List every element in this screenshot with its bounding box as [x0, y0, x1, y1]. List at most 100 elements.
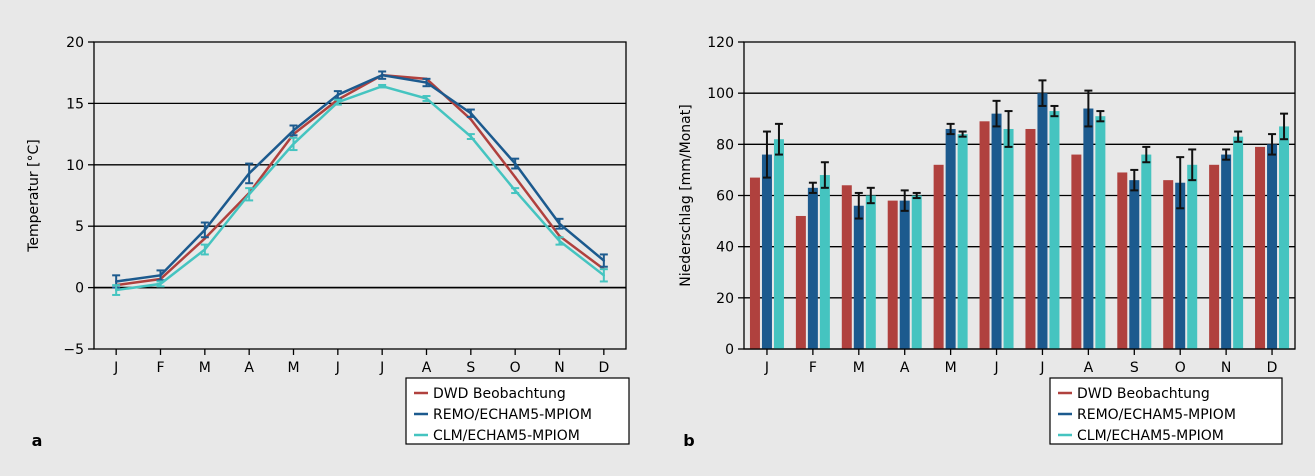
bar: [899, 200, 910, 349]
bar: [807, 187, 818, 349]
x-tick-label: J: [335, 360, 340, 376]
bar: [1141, 154, 1152, 349]
bar: [1255, 146, 1266, 349]
data-point: [292, 142, 295, 146]
bar: [957, 134, 968, 349]
bar: [887, 200, 898, 349]
bar: [853, 205, 864, 349]
x-tick-label: A: [422, 360, 432, 376]
x-tick-label: A: [1084, 360, 1094, 376]
bar: [945, 128, 956, 349]
data-point: [558, 222, 561, 225]
legend-entry: REMO/ECHAM5-MPIOM: [1077, 407, 1236, 423]
bar: [841, 185, 852, 349]
legend-entry: CLM/ECHAM5-MPIOM: [433, 428, 580, 444]
data-point: [513, 189, 517, 192]
data-point: [513, 162, 517, 165]
x-tick-label: N: [1221, 360, 1231, 376]
x-tick-label: M: [945, 360, 957, 376]
y-tick-label: 10: [66, 158, 84, 174]
data-point: [159, 282, 162, 286]
series-line: [115, 73, 605, 283]
bar: [819, 175, 830, 349]
y-tick-label: 0: [75, 281, 84, 297]
x-tick-label: J: [113, 360, 118, 376]
bar: [911, 195, 922, 349]
data-point: [292, 129, 295, 132]
x-tick-label: F: [156, 360, 164, 376]
y-tick-label: 80: [716, 137, 734, 153]
data-point: [602, 274, 606, 277]
bar: [933, 164, 944, 349]
bar: [1187, 164, 1198, 349]
bar: [1279, 126, 1290, 349]
bar: [1095, 116, 1106, 349]
x-tick-label: A: [900, 360, 910, 376]
data-point: [203, 248, 207, 251]
y-tick-label: 120: [707, 35, 734, 51]
y-tick-label: 15: [66, 96, 84, 112]
x-tick-label: O: [1175, 360, 1186, 376]
y-tick-label: 40: [716, 240, 734, 256]
bar: [749, 177, 760, 349]
data-point: [558, 239, 561, 243]
data-point: [425, 81, 428, 84]
y-tick-label: 0: [725, 342, 734, 358]
x-tick-label: J: [993, 360, 998, 376]
y-tick-label: 5: [75, 219, 84, 235]
bar: [1025, 128, 1036, 349]
bar: [795, 215, 806, 349]
data-point: [336, 100, 340, 104]
data-point: [114, 288, 118, 292]
data-point: [203, 228, 207, 232]
bar: [1209, 164, 1220, 349]
y-tick-label: −5: [63, 342, 84, 358]
plot-frame: [93, 41, 627, 350]
data-point: [114, 280, 118, 283]
legend-entry: DWD Beobachtung: [433, 386, 566, 402]
legend-entry: CLM/ECHAM5-MPIOM: [1077, 428, 1224, 444]
x-tick-label: A: [244, 360, 254, 376]
data-point: [380, 85, 384, 88]
bar: [865, 195, 876, 349]
data-point: [247, 193, 251, 196]
bar: [1049, 111, 1060, 349]
data-point: [513, 175, 517, 179]
bar: [773, 139, 784, 349]
y-axis-label: Temperatur [°C]: [26, 139, 42, 253]
y-tick-label: 100: [707, 86, 734, 102]
x-tick-label: J: [764, 360, 769, 376]
series-line: [115, 73, 605, 287]
data-point: [336, 93, 340, 97]
y-tick-label: 20: [66, 35, 84, 51]
bar: [1163, 180, 1174, 349]
x-tick-label: D: [598, 360, 609, 376]
x-tick-label: M: [287, 360, 299, 376]
series-line: [115, 84, 605, 292]
bar: [1003, 128, 1014, 349]
data-point: [247, 172, 251, 175]
data-point: [469, 135, 473, 138]
y-axis-label: Niederschlag [mm/Monat]: [678, 104, 694, 286]
panel-label: a: [32, 431, 43, 450]
legend-entry: DWD Beobachtung: [1077, 386, 1210, 402]
temperature-chart: −5 0 5 10 15 20 J F M A M J J A S O N D Temperatur [°C] DWD…: [26, 35, 630, 450]
bar: [1083, 108, 1094, 350]
bar: [1175, 182, 1186, 349]
panel-label: b: [683, 431, 694, 450]
x-tick-label: N: [554, 360, 564, 376]
data-point: [469, 112, 473, 115]
bar: [1071, 154, 1082, 349]
data-point: [425, 97, 428, 100]
x-tick-label: F: [809, 360, 817, 376]
y-tick-label: 60: [716, 189, 734, 205]
legend-box: [405, 377, 630, 445]
x-tick-label: S: [466, 360, 475, 376]
bar: [761, 154, 772, 349]
bar: [979, 121, 990, 349]
x-tick-label: D: [1267, 360, 1278, 376]
bar: [1221, 154, 1232, 349]
x-tick-label: J: [379, 360, 384, 376]
bar: [1233, 136, 1244, 349]
